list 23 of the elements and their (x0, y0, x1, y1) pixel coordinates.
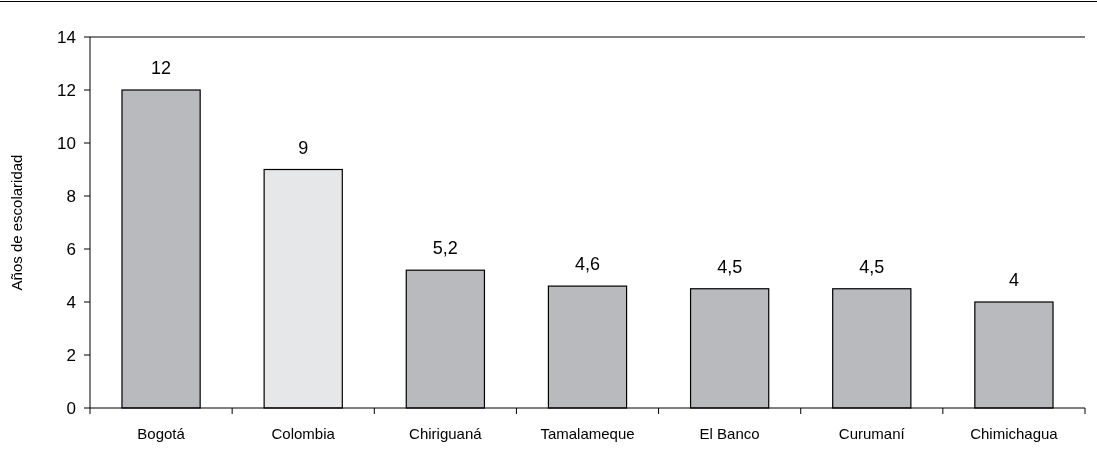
data-label: 4,6 (574, 254, 601, 275)
data-label: 5,2 (432, 238, 458, 259)
data-label: 12 (151, 58, 172, 78)
x-tick-label: Tamalameque (540, 425, 635, 442)
x-tick-label: Curumaní (838, 425, 906, 442)
y-axis-title: Años de escolaridad (8, 154, 25, 291)
y-tick-label: 4 (66, 292, 76, 312)
x-tick-label: Chiriguaná (409, 425, 483, 442)
data-label: 4,5 (859, 256, 885, 277)
x-tick-label: Bogotá (137, 425, 186, 442)
data-label: 4 (1008, 270, 1019, 290)
y-tick-label: 6 (66, 239, 76, 259)
data-label: 4,5 (717, 256, 743, 277)
y-tick-label: 8 (66, 186, 76, 206)
x-tick-label: Colombia (271, 425, 336, 442)
x-tick-label: El Banco (699, 425, 760, 442)
x-tick-label: Chimichagua (970, 425, 1059, 442)
y-tick-label: 2 (66, 345, 76, 365)
y-tick-label: 12 (57, 80, 76, 100)
y-tick-label: 10 (57, 133, 76, 153)
y-tick-label: 0 (66, 398, 76, 418)
data-label: 9 (298, 137, 309, 158)
y-tick-label: 14 (57, 27, 76, 47)
